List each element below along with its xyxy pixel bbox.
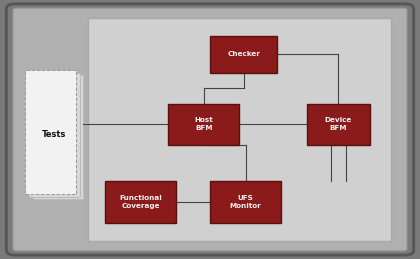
Text: Host
BFM: Host BFM (194, 117, 213, 131)
FancyBboxPatch shape (13, 8, 407, 251)
FancyBboxPatch shape (210, 181, 281, 223)
FancyBboxPatch shape (105, 181, 176, 223)
FancyBboxPatch shape (210, 36, 277, 73)
Text: Checker: Checker (227, 51, 260, 57)
FancyBboxPatch shape (33, 75, 83, 199)
Text: Functional
Coverage: Functional Coverage (119, 195, 162, 209)
Text: Device
BFM: Device BFM (325, 117, 352, 131)
FancyBboxPatch shape (307, 104, 370, 145)
FancyBboxPatch shape (6, 4, 414, 255)
FancyBboxPatch shape (88, 18, 391, 241)
FancyBboxPatch shape (29, 73, 80, 197)
Text: UFS
Monitor: UFS Monitor (230, 195, 262, 209)
Text: Tests: Tests (42, 130, 66, 139)
FancyBboxPatch shape (168, 104, 239, 145)
FancyBboxPatch shape (25, 70, 76, 194)
